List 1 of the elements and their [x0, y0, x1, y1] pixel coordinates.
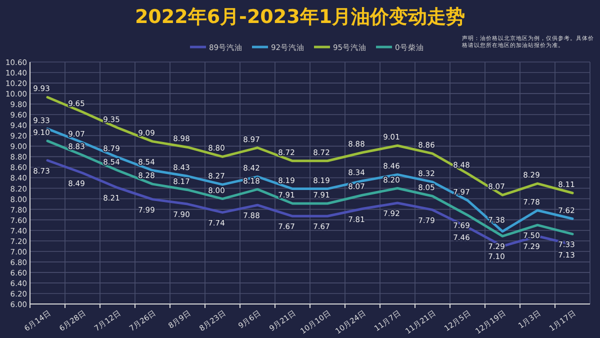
chart-title: 2022年6月-2023年1月油价变动走势: [134, 6, 466, 28]
